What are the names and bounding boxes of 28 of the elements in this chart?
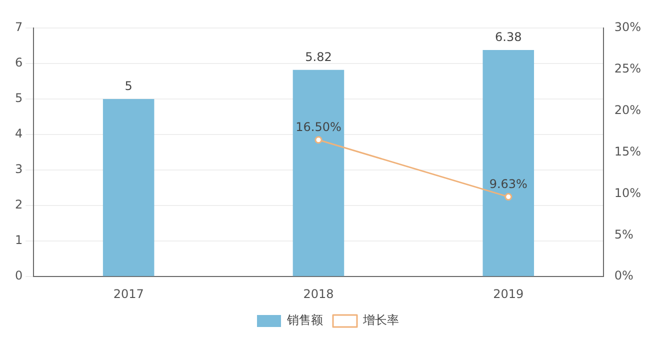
data-label: 6.38 bbox=[495, 30, 522, 44]
y-tick-label: 4 bbox=[14, 126, 23, 141]
y2-tick-label: 25% bbox=[614, 62, 641, 76]
legend-label: 销售额 bbox=[286, 313, 323, 328]
data-label: 5.82 bbox=[305, 50, 332, 64]
x-tick-label: 2017 bbox=[113, 286, 144, 301]
bar bbox=[102, 99, 154, 276]
y-tick-label: 0 bbox=[14, 268, 23, 283]
bar bbox=[482, 50, 534, 276]
y2-tick-label: 10% bbox=[614, 186, 641, 200]
x-tick-label: 2019 bbox=[493, 286, 524, 301]
y-tick-label: 2 bbox=[14, 198, 23, 212]
x-tick-label: 2018 bbox=[303, 286, 334, 301]
data-label: 9.63% bbox=[489, 176, 528, 191]
data-label: 5 bbox=[124, 79, 132, 94]
y-tick-label: 6 bbox=[14, 56, 23, 70]
y-tick-label: 7 bbox=[14, 20, 23, 34]
y2-tick-label: 0% bbox=[614, 268, 634, 283]
y-tick-label: 1 bbox=[14, 233, 23, 248]
y2-tick-label: 15% bbox=[614, 144, 641, 158]
bar bbox=[292, 70, 344, 276]
y-tick-label: 3 bbox=[14, 162, 23, 176]
legend-label: 增长率 bbox=[362, 313, 399, 328]
y2-tick-label: 20% bbox=[614, 102, 641, 117]
y2-tick-label: 30% bbox=[614, 20, 641, 34]
y2-tick-label: 5% bbox=[614, 227, 634, 242]
data-label: 16.50% bbox=[296, 120, 342, 134]
y-tick-label: 5 bbox=[14, 91, 23, 106]
